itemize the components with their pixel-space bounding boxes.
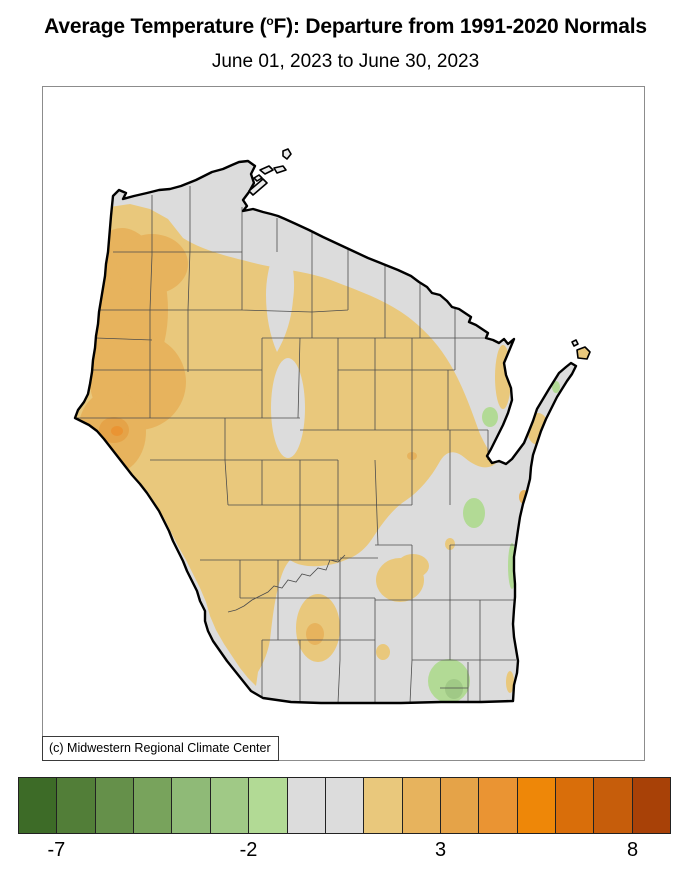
degree-symbol: o	[266, 14, 274, 28]
legend-cell	[517, 778, 557, 833]
county-boundaries	[75, 186, 519, 703]
legend-tick-label: 3	[434, 839, 447, 861]
legend-cell	[287, 778, 326, 833]
legend-tick-label: -2	[239, 839, 258, 861]
legend-cell	[594, 778, 633, 833]
legend-cell	[440, 778, 480, 833]
legend-cell	[556, 778, 595, 833]
legend-cell	[632, 778, 671, 833]
legend-cell	[402, 778, 441, 833]
date-range-subtitle: June 01, 2023 to June 30, 2023	[211, 51, 480, 72]
colorbar-tick-labels: -7 -2 3 8	[0, 839, 691, 869]
washington-island	[571, 339, 591, 360]
legend-cell	[57, 778, 96, 833]
colorbar-legend	[18, 777, 671, 834]
legend-cell	[364, 778, 403, 833]
page-title: Average Temperature (oF): Departure from…	[44, 14, 647, 38]
legend-cell	[19, 778, 58, 833]
legend-tick-label: 8	[627, 839, 639, 861]
map-panel: (c) Midwestern Regional Climate Center	[42, 86, 645, 761]
legend-cell	[210, 778, 250, 833]
legend-cell	[325, 778, 365, 833]
wisconsin-map-canvas	[73, 148, 591, 705]
temperature-departure-regions	[76, 204, 560, 703]
legend-cell	[172, 778, 211, 833]
legend-tick-label: -7	[47, 839, 66, 861]
legend-cell	[95, 778, 135, 833]
apostle-islands	[248, 148, 292, 196]
legend-cell	[249, 778, 288, 833]
attribution-box: (c) Midwestern Regional Climate Center	[42, 735, 279, 761]
state-outline	[73, 159, 578, 705]
legend-cell	[479, 778, 518, 833]
legend-cell	[134, 778, 173, 833]
